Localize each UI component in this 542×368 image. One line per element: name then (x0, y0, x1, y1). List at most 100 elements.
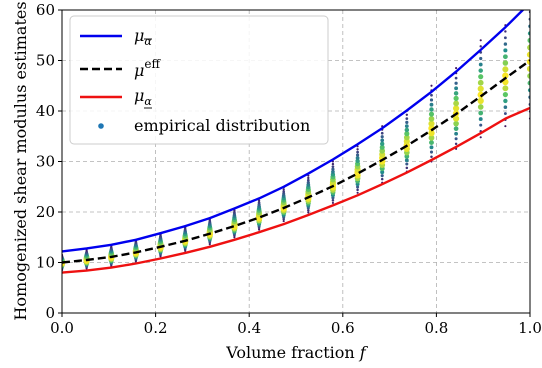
empirical-point (405, 113, 409, 116)
empirical-point (405, 120, 409, 124)
empirical-point (356, 188, 359, 192)
empirical-point (479, 39, 482, 42)
empirical-point (455, 67, 458, 70)
empirical-point (527, 37, 530, 43)
empirical-point (502, 54, 508, 60)
empirical-point (405, 162, 409, 166)
empirical-point (331, 199, 335, 202)
empirical-point (478, 74, 484, 80)
empirical-point (454, 142, 458, 146)
empirical-point (453, 126, 459, 132)
x-tick-label: 0.2 (144, 319, 168, 337)
empirical-point (502, 85, 509, 92)
empirical-point (453, 91, 459, 96)
empirical-point (502, 60, 509, 66)
empirical-point (454, 86, 459, 91)
empirical-point (453, 95, 459, 101)
empirical-point (477, 97, 484, 105)
empirical-point (428, 120, 435, 127)
empirical-point (453, 100, 460, 107)
series-line-upper (62, 10, 525, 253)
empirical-point (503, 42, 508, 46)
y-tick-label: 50 (36, 52, 55, 70)
empirical-point (502, 72, 509, 79)
empirical-point (380, 141, 385, 146)
empirical-point (454, 76, 458, 80)
empirical-point (331, 170, 335, 174)
empirical-point (477, 85, 484, 92)
empirical-point (356, 148, 359, 151)
empirical-point (503, 105, 508, 110)
empirical-point (428, 116, 435, 122)
empirical-point (405, 166, 409, 170)
y-tick-label: 60 (36, 1, 55, 19)
x-tick-label: 0.8 (424, 319, 448, 337)
empirical-point (529, 4, 531, 6)
empirical-point (282, 217, 285, 221)
empirical-point (257, 203, 261, 207)
y-tick-label: 10 (36, 254, 55, 272)
empirical-point (502, 91, 508, 98)
empirical-point (453, 120, 459, 127)
empirical-point (331, 162, 335, 166)
empirical-point (430, 84, 433, 87)
empirical-point (478, 117, 483, 122)
empirical-point (479, 136, 482, 139)
y-tick-label: 40 (36, 102, 55, 120)
empirical-point (307, 176, 310, 180)
empirical-point (527, 44, 530, 51)
x-axis-title: Volume fraction f (225, 343, 369, 362)
ticks: 0.0 0.2 0.4 0.6 0.8 1.0 0 10 20 30 40 50 60 (36, 1, 542, 337)
empirical-point (380, 138, 385, 143)
empirical-point (527, 73, 530, 79)
empirical-point (355, 156, 360, 160)
empirical-point (306, 182, 311, 187)
empirical-point (355, 158, 360, 164)
empirical-point (404, 154, 410, 159)
legend-label-lower: μα (134, 86, 152, 108)
empirical-point (403, 134, 410, 141)
empirical-point (503, 48, 508, 53)
empirical-point (331, 201, 334, 204)
empirical-point (428, 134, 435, 141)
series-line-effective (62, 59, 530, 264)
legend-swatch-empirical (98, 123, 104, 129)
legend-label-effective: μeff (134, 57, 162, 80)
y-tick-label: 0 (45, 304, 55, 322)
empirical-point (503, 112, 507, 115)
empirical-point (479, 56, 483, 61)
empirical-point (479, 123, 483, 127)
empirical-point (380, 174, 384, 178)
empirical-point (404, 158, 409, 163)
y-axis-title: Homogenized shear modulus estimates (11, 1, 30, 320)
y-tick-label: 30 (36, 153, 55, 171)
empirical-point (330, 172, 336, 177)
empirical-point (429, 140, 434, 145)
empirical-point (454, 137, 458, 141)
curves (62, 10, 530, 274)
x-tick-label: 0.6 (331, 319, 355, 337)
empirical-point (258, 228, 261, 231)
empirical-point (429, 98, 434, 102)
empirical-point (503, 98, 508, 104)
empirical-point (306, 178, 310, 182)
empirical-point (257, 199, 261, 202)
empirical-point (306, 180, 310, 185)
empirical-point (454, 131, 459, 136)
legend-label-empirical: empirical distribution (134, 116, 310, 135)
y-tick-label: 20 (36, 203, 55, 221)
empirical-point (527, 80, 530, 86)
empirical-point (504, 125, 507, 128)
empirical-point (454, 81, 458, 85)
empirical-point (331, 165, 335, 169)
empirical-point (429, 150, 434, 154)
empirical-point (502, 66, 509, 73)
empirical-point (477, 79, 484, 86)
empirical-point (380, 135, 384, 139)
empirical-point (429, 145, 434, 150)
empirical-point (380, 177, 384, 181)
empirical-point (282, 188, 285, 192)
empirical-point (282, 220, 285, 223)
x-tick-label: 1.0 (518, 319, 542, 337)
